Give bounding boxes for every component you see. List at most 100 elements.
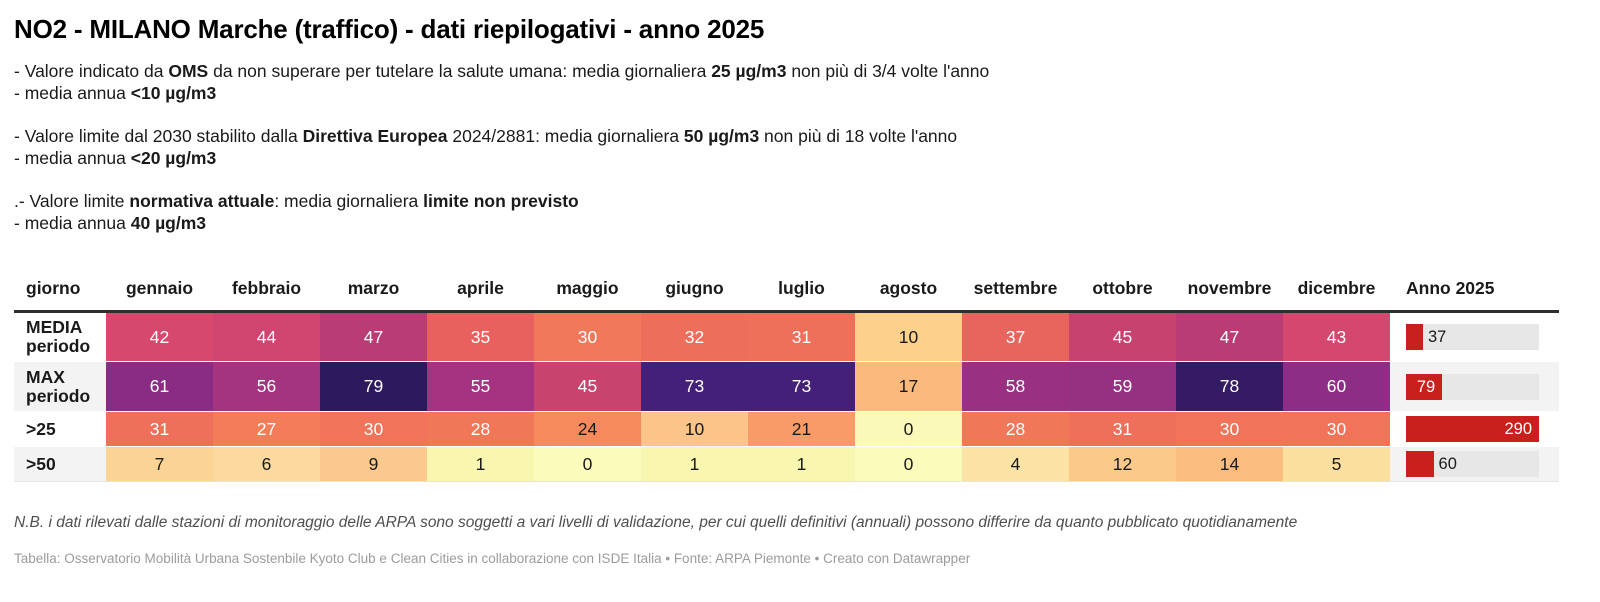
heat-cell: 35: [427, 311, 534, 362]
row-label: MEDIA periodo: [14, 311, 106, 362]
note-block: - Valore indicato da OMS da non superare…: [14, 61, 1586, 104]
table-header: giorno gennaio febbraio marzo aprile maggio gi…: [14, 272, 1559, 313]
heat-cell: 21: [748, 411, 855, 447]
heat-cell: 0: [855, 411, 962, 447]
heat-cell: 32: [641, 311, 748, 362]
heat-cell: 0: [534, 446, 641, 482]
annual-cell: 37: [1390, 311, 1559, 362]
column-header-giorno: giorno: [14, 272, 106, 313]
heat-cell: 73: [748, 361, 855, 412]
annual-bar-track: 290: [1406, 416, 1539, 442]
column-header-month: dicembre: [1283, 272, 1390, 313]
heat-cell: 59: [1069, 361, 1176, 412]
heat-cell: 44: [213, 311, 320, 362]
table-row: MAX periodo 61 56 79 55 45 73 73 17 58 59 78 60 79: [14, 361, 1559, 412]
annual-cell: 290: [1390, 411, 1559, 447]
heat-cell: 56: [213, 361, 320, 412]
heat-cell: 28: [962, 411, 1069, 447]
column-header-month: ottobre: [1069, 272, 1176, 313]
column-header-month: agosto: [855, 272, 962, 313]
annual-bar-fill: [1406, 451, 1434, 477]
column-header-anno: Anno 2025: [1390, 272, 1559, 313]
annual-bar-fill: 79: [1406, 373, 1443, 400]
heat-cell: 10: [641, 411, 748, 447]
heat-cell: 4: [962, 446, 1069, 482]
annual-cell: 79: [1390, 361, 1559, 412]
heat-cell: 7: [106, 446, 213, 482]
heat-cell: 78: [1176, 361, 1283, 412]
validation-note: N.B. i dati rilevati dalle stazioni di m…: [14, 514, 1298, 531]
row-label: MAX periodo: [14, 361, 106, 412]
heat-cell: 73: [641, 361, 748, 412]
note-block: .- Valore limite normativa attuale: medi…: [14, 191, 1586, 234]
data-table: giorno gennaio febbraio marzo aprile maggio gi…: [14, 272, 1559, 482]
heat-cell: 30: [534, 311, 641, 362]
heat-cell: 42: [106, 311, 213, 362]
heat-cell: 9: [320, 446, 427, 482]
heat-cell: 45: [1069, 311, 1176, 362]
column-header-month: luglio: [748, 272, 855, 313]
note-block: - Valore limite dal 2030 stabilito dalla…: [14, 126, 1586, 169]
heat-cell: 0: [855, 446, 962, 482]
heat-cell: 24: [534, 411, 641, 447]
annual-bar-value: 290: [1504, 420, 1532, 438]
table-row: >50 7 6 9 1 0 1 1 0 4 12 14 5 60: [14, 446, 1559, 482]
table-row: MEDIA periodo 42 44 47 35 30 32 31 10 37 45 47 43 37: [14, 311, 1559, 362]
heat-cell: 28: [427, 411, 534, 447]
heat-cell: 31: [748, 311, 855, 362]
heat-cell: 30: [320, 411, 427, 447]
heat-cell: 1: [748, 446, 855, 482]
column-header-month: gennaio: [106, 272, 213, 313]
annual-bar-value: 79: [1416, 377, 1436, 396]
heat-cell: 55: [427, 361, 534, 412]
note-line: - Valore limite dal 2030 stabilito dalla…: [14, 126, 958, 146]
heat-cell: 31: [1069, 411, 1176, 447]
annual-bar-track: 37: [1406, 324, 1539, 350]
heat-cell: 12: [1069, 446, 1176, 482]
heat-cell: 43: [1283, 311, 1390, 362]
column-header-month: settembre: [962, 272, 1069, 313]
annual-bar-fill: 290: [1406, 416, 1539, 442]
column-header-month: giugno: [641, 272, 748, 313]
note-line: - media annua 40 µg/m3: [14, 212, 207, 233]
page-title: NO2 - MILANO Marche (traffico) - dati ri…: [14, 14, 765, 44]
annual-bar-value: 60: [1438, 455, 1457, 473]
note-line: - media annua <20 µg/m3: [14, 147, 217, 168]
note-line: - Valore indicato da OMS da non superare…: [14, 61, 990, 81]
table-body: MEDIA periodo 42 44 47 35 30 32 31 10 37 45 47 43 37 MA…: [14, 311, 1559, 482]
heat-cell: 30: [1283, 411, 1390, 447]
heat-cell: 60: [1283, 361, 1390, 412]
annual-bar-track: 79: [1406, 373, 1539, 400]
column-header-month: novembre: [1176, 272, 1283, 313]
heat-cell: 30: [1176, 411, 1283, 447]
heat-cell: 79: [320, 361, 427, 412]
heat-cell: 14: [1176, 446, 1283, 482]
heat-cell: 6: [213, 446, 320, 482]
attribution: Tabella: Osservatorio Mobilità Urbana So…: [14, 551, 971, 566]
note-line: .- Valore limite normativa attuale: medi…: [14, 191, 579, 211]
heat-cell: 5: [1283, 446, 1390, 482]
column-header-month: aprile: [427, 272, 534, 313]
heat-cell: 58: [962, 361, 1069, 412]
heat-cell: 1: [641, 446, 748, 482]
heat-cell: 37: [962, 311, 1069, 362]
annual-bar-fill: [1406, 324, 1423, 350]
heat-cell: 31: [106, 411, 213, 447]
column-header-month: febbraio: [213, 272, 320, 313]
header-row: giorno gennaio febbraio marzo aprile maggio gi…: [14, 272, 1559, 313]
annual-cell: 60: [1390, 446, 1559, 482]
note-line: - media annua <10 µg/m3: [14, 82, 217, 103]
row-label: >50: [14, 446, 106, 482]
heat-cell: 17: [855, 361, 962, 412]
heat-cell: 1: [427, 446, 534, 482]
annual-bar-track: 60: [1406, 451, 1539, 477]
column-header-month: maggio: [534, 272, 641, 313]
column-header-month: marzo: [320, 272, 427, 313]
heat-cell: 47: [1176, 311, 1283, 362]
table-row: >25 31 27 30 28 24 10 21 0 28 31 30 30 290: [14, 411, 1559, 447]
heat-cell: 61: [106, 361, 213, 412]
annual-bar-value: 37: [1427, 328, 1447, 346]
notes: - Valore indicato da OMS da non superare…: [14, 61, 1586, 234]
heat-cell: 10: [855, 311, 962, 362]
